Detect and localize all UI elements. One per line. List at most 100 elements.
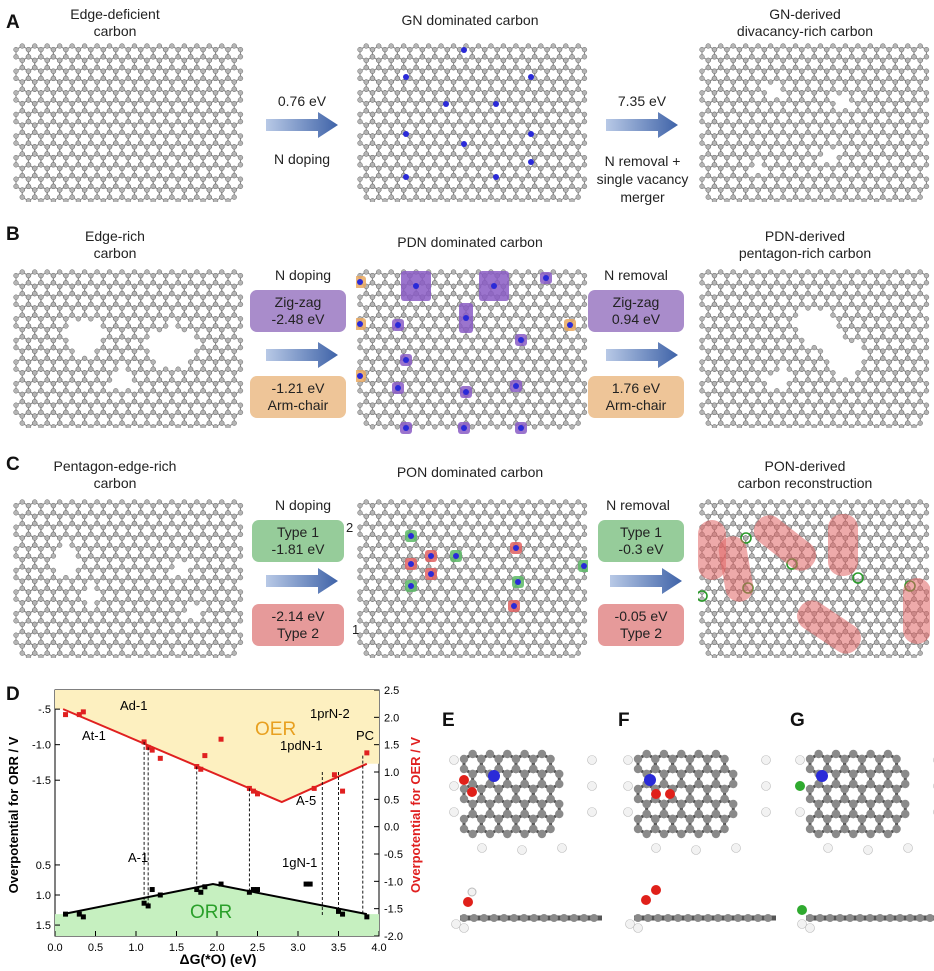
panel-letter-a: A <box>6 12 20 33</box>
right-tick-label: -1.5 <box>384 904 403 916</box>
data-point <box>80 914 86 920</box>
data-point <box>331 772 337 778</box>
right-tick-label: 1.0 <box>384 767 399 779</box>
right-tick-label: 0.5 <box>384 794 399 806</box>
arrow-a1-icon <box>266 112 338 138</box>
point-annotation: 1gN-1 <box>282 855 317 870</box>
right-tick-label: -1.0 <box>384 876 403 888</box>
molecule-f <box>623 749 776 933</box>
left-tick-label: 1.0 <box>36 890 51 902</box>
left-tick-label: 1.5 <box>36 920 51 932</box>
x-tick-label: 1.5 <box>169 942 184 954</box>
chip-c1-type2: -2.14 eV Type 2 <box>252 604 344 646</box>
panel-letter-c: C <box>6 454 20 475</box>
chip-b1-zigzag: Zig-zag -2.48 eV <box>250 290 346 332</box>
oer-region <box>55 690 379 803</box>
arrow-a2-icon <box>606 112 678 138</box>
chip-b2-zigzag: Zig-zag 0.94 eV <box>588 290 684 332</box>
x-tick-label: 3.5 <box>331 942 346 954</box>
panel-b-mid-title: PDN dominated carbon <box>397 234 543 250</box>
chip-c2-type2: -0.05 eV Type 2 <box>598 604 684 646</box>
data-point <box>194 764 200 770</box>
chip-b2-armchair: 1.76 eV Arm-chair <box>588 376 684 418</box>
data-point <box>255 791 260 797</box>
lattice-edge-deficient <box>13 43 244 202</box>
panel-b-right-title: PDN-derived pentagon-rich carbon <box>738 228 872 261</box>
point-annotation: Ad-1 <box>120 698 147 713</box>
lattice-pentagon-edge-rich <box>13 499 244 658</box>
point-annotation: 1pdN-1 <box>280 738 323 753</box>
site-label-1: 1 <box>352 622 360 637</box>
left-tick-label: -1.0 <box>32 740 51 752</box>
data-point <box>340 788 346 794</box>
arrow-b2-icon <box>606 342 678 368</box>
data-point <box>250 788 256 794</box>
data-point <box>149 887 155 893</box>
data-point <box>145 903 151 909</box>
arrow-b1-label: N doping <box>274 267 332 283</box>
left-tick-label: 0.5 <box>36 860 51 872</box>
arrow-b2-label: N removal <box>604 267 668 283</box>
data-point <box>246 889 252 895</box>
data-point <box>218 881 224 887</box>
lattice-pdn-dominated <box>356 269 588 434</box>
orr-region <box>55 884 379 936</box>
lattice-pentagon-rich <box>699 269 930 428</box>
data-point <box>76 911 82 917</box>
chip-c2-type1: Type 1 -0.3 eV <box>598 520 684 562</box>
data-point <box>303 881 309 887</box>
panel-c-right-title: PON-derived carbon reconstruction <box>737 458 873 491</box>
data-point <box>364 914 370 920</box>
panel-c-mid-title: PON dominated carbon <box>396 464 544 480</box>
panel-a-right-title: GN-derived divacancy-rich carbon <box>736 6 874 39</box>
x-axis-label: ΔG(*O) (eV) <box>180 951 257 967</box>
data-point <box>218 736 224 742</box>
data-point <box>198 889 204 895</box>
arrow-c1-label: N doping <box>274 497 332 513</box>
lattice-gn-dominated <box>357 43 588 202</box>
arrow-c1-icon <box>266 568 338 594</box>
arrow-a2-energy: 7.35 eV <box>617 93 667 109</box>
data-point <box>311 785 317 791</box>
left-axis-ticks: -.5 -1.0 -1.5 1.5 1.0 0.5 <box>32 704 60 932</box>
chart-overpotential: 0.0 0.5 1.0 1.5 2.0 2.5 3.0 3.5 4.0 -.5 -1.0 -1.5 1… <box>6 685 423 967</box>
data-point <box>255 887 260 893</box>
right-tick-label: -0.5 <box>384 849 403 861</box>
arrow-a1-label: N doping <box>273 151 331 167</box>
orr-volcano-line <box>62 883 368 916</box>
drop-lines <box>143 741 364 917</box>
panel-c-left-title: Pentagon-edge-rich carbon <box>53 458 177 491</box>
x-tick-label: 0.5 <box>88 942 103 954</box>
right-tick-label: 1.5 <box>384 740 399 752</box>
data-point <box>250 887 256 893</box>
x-tick-label: 3.0 <box>290 942 305 954</box>
left-axis-label: Overpotential for ORR / V <box>6 736 21 893</box>
point-annotation: PC <box>356 728 374 743</box>
point-annotations: Ad-1 At-1 1prN-2 1pdN-1 PC A-5 A-1 1gN-1 <box>82 698 374 870</box>
panel-b-left-title: Edge-rich carbon <box>85 228 145 261</box>
arrow-a1-energy: 0.76 eV <box>277 93 327 109</box>
chip-b1-armchair: -1.21 eV Arm-chair <box>250 376 346 418</box>
lattice-edge-rich <box>13 269 244 428</box>
panel-a-left-title: Edge-deficient carbon <box>70 6 160 39</box>
arrow-c2-label: N removal <box>606 497 670 513</box>
lattice-pon-reconstruction <box>698 499 930 658</box>
x-tick-label: 4.0 <box>371 942 386 954</box>
panel-letter-g: G <box>790 710 805 731</box>
x-tick-label: 2.5 <box>250 942 265 954</box>
data-point <box>336 908 341 914</box>
lattice-pon-dominated <box>357 499 588 658</box>
data-point <box>149 747 155 753</box>
point-annotation: A-5 <box>296 793 316 808</box>
oer-region-label: OER <box>255 719 296 740</box>
lattice-divacancy-rich <box>699 43 930 202</box>
data-point <box>202 884 208 890</box>
x-tick-label: 0.0 <box>47 942 62 954</box>
right-tick-label: 2.0 <box>384 712 399 724</box>
panel-letter-b: B <box>6 224 20 245</box>
right-tick-label: -2.0 <box>384 931 403 943</box>
arrow-b1-icon <box>266 342 338 368</box>
arrow-a2-label: N removal + single vacancy merger <box>596 153 689 205</box>
arrow-c2-icon <box>610 568 682 594</box>
data-point <box>340 911 346 917</box>
